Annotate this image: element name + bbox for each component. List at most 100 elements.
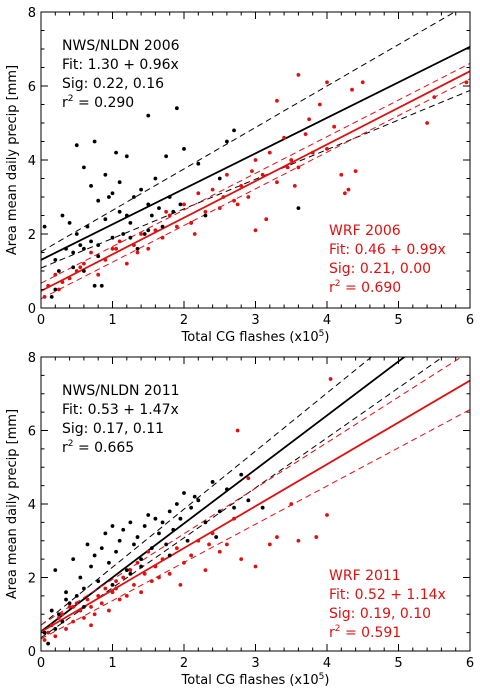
data-point-2006-s1 <box>360 80 365 85</box>
data-point-2006-s0 <box>110 191 115 196</box>
data-point-2006-s0 <box>232 128 236 133</box>
data-point-2011-s0 <box>99 546 104 550</box>
data-point-2011-s0 <box>146 513 151 517</box>
data-point-2006-s1 <box>153 228 158 233</box>
data-point-2011-s1 <box>207 542 211 547</box>
data-point-2011-s1 <box>157 575 161 580</box>
annotation-obs-fit-2011: Fit: 0.53 + 1.47x <box>62 402 179 418</box>
data-point-2011-s1 <box>53 634 58 639</box>
data-point-2006-s0 <box>146 228 151 233</box>
annotation-obs-r2-value-2011: = 0.665 <box>74 440 135 456</box>
data-point-2006-s0 <box>92 139 97 144</box>
data-point-2006-s1 <box>253 158 258 162</box>
data-point-2011-s0 <box>153 516 158 521</box>
data-point-2011-s0 <box>142 524 147 528</box>
data-point-2006-s0 <box>89 239 93 244</box>
data-point-2006-s1 <box>246 195 251 199</box>
x-tick-label-2011: 1 <box>108 656 116 671</box>
annotation-obs-title-2006: NWS/NLDN 2006 <box>62 38 180 54</box>
data-point-2006-s1 <box>225 172 229 177</box>
data-point-2011-s1 <box>235 428 240 433</box>
data-point-2011-s1 <box>160 557 165 562</box>
x-tick-label-2006: 5 <box>394 313 402 328</box>
fit-lower-bound-2006-s1 <box>41 78 470 300</box>
data-point-2011-s0 <box>217 509 222 514</box>
data-point-2006-s0 <box>82 246 86 251</box>
annotation-model-r2-2011: r2 = 0.591 <box>329 624 401 641</box>
data-point-2011-s0 <box>196 498 201 503</box>
data-point-2006-s1 <box>292 184 297 188</box>
data-point-2011-s0 <box>92 553 97 558</box>
data-point-2011-s1 <box>178 582 183 587</box>
data-point-2011-s0 <box>149 546 154 550</box>
data-point-2006-s0 <box>139 187 144 192</box>
data-point-2006-s0 <box>74 143 79 148</box>
data-point-2006-s1 <box>285 165 290 170</box>
data-point-2011-s1 <box>128 568 133 573</box>
data-point-2006-s0 <box>89 184 93 188</box>
data-point-2006-s0 <box>78 243 83 248</box>
data-point-2006-s0 <box>164 154 169 159</box>
data-point-2011-s1 <box>142 571 147 576</box>
data-point-2006-s0 <box>160 224 165 229</box>
data-point-2006-s1 <box>146 246 151 251</box>
x-tick-label-2011: 5 <box>394 656 402 671</box>
data-point-2006-s0 <box>64 246 68 251</box>
data-point-2011-s0 <box>167 509 172 514</box>
data-point-2006-s1 <box>42 295 47 299</box>
data-point-2006-s0 <box>103 172 108 177</box>
data-point-2011-s0 <box>53 627 58 631</box>
x-tick-label-2006: 1 <box>108 313 116 328</box>
data-point-2011-s1 <box>203 568 208 573</box>
data-point-2006-s1 <box>260 172 265 177</box>
data-layer-2011 <box>41 357 470 646</box>
data-point-2011-s0 <box>139 557 144 562</box>
data-point-2011-s0 <box>64 590 68 595</box>
data-point-2006-s1 <box>303 132 308 137</box>
data-point-2006-s1 <box>167 213 172 218</box>
data-point-2011-s1 <box>210 531 215 536</box>
data-point-2011-s1 <box>289 502 294 506</box>
data-point-2011-s0 <box>124 568 129 573</box>
data-point-2006-s0 <box>96 198 101 203</box>
data-point-2011-s0 <box>85 542 90 547</box>
x-tick-label-2006: 0 <box>37 313 45 328</box>
data-point-2011-s1 <box>167 571 172 576</box>
fit-lower-bound-2011-s1 <box>41 409 470 640</box>
data-point-2011-s0 <box>167 553 172 558</box>
annotation-model-r2-sup-2006: 2 <box>335 279 341 289</box>
y-tick-label-2006: 8 <box>28 6 36 21</box>
data-point-2011-s0 <box>203 520 208 525</box>
data-point-2011-s0 <box>60 619 65 624</box>
data-point-2011-s0 <box>210 480 215 484</box>
x-tick-label-2006: 3 <box>251 313 259 328</box>
data-point-2011-s0 <box>78 575 83 580</box>
data-point-2011-s1 <box>135 560 140 565</box>
annotation-obs-2011: NWS/NLDN 2011 Fit: 0.53 + 1.47x Sig: 0.1… <box>62 383 180 456</box>
fit-upper-bound-2006-s1 <box>41 62 470 284</box>
data-point-2006-s1 <box>182 202 186 207</box>
data-point-2011-s1 <box>56 616 61 620</box>
data-point-2011-s0 <box>107 560 111 565</box>
data-point-2011-s1 <box>71 605 76 609</box>
fit-line-2011-s1 <box>41 379 470 633</box>
x-axis-label-text-2006: Total CG flashes (x10 <box>181 330 319 345</box>
data-point-2011-s0 <box>260 505 265 510</box>
data-point-2011-s0 <box>56 612 61 617</box>
data-point-2006-s0 <box>71 265 76 270</box>
data-point-2006-s0 <box>49 295 54 299</box>
annotation-obs-2006: NWS/NLDN 2006 Fit: 1.30 + 0.96x Sig: 0.2… <box>62 38 180 111</box>
fit-upper-bound-2006-s0 <box>41 12 456 253</box>
annotation-obs-fit-2006: Fit: 1.30 + 0.96x <box>62 57 179 73</box>
data-point-2011-s1 <box>89 623 93 628</box>
data-point-2006-s1 <box>250 169 254 174</box>
data-point-2006-s1 <box>203 209 208 214</box>
data-point-2006-s1 <box>74 269 79 273</box>
data-point-2006-s1 <box>275 98 279 103</box>
annotation-obs-r2-2006: r2 = 0.290 <box>62 94 134 111</box>
y-axis-label-2011: Area mean daily precip [mm] <box>5 409 20 599</box>
annotation-model-fit-2011: Fit: 0.52 + 1.14x <box>329 587 446 603</box>
y-tick-label-2011: 0 <box>28 645 36 660</box>
annotation-obs-r2-r-2006: r <box>62 95 68 111</box>
